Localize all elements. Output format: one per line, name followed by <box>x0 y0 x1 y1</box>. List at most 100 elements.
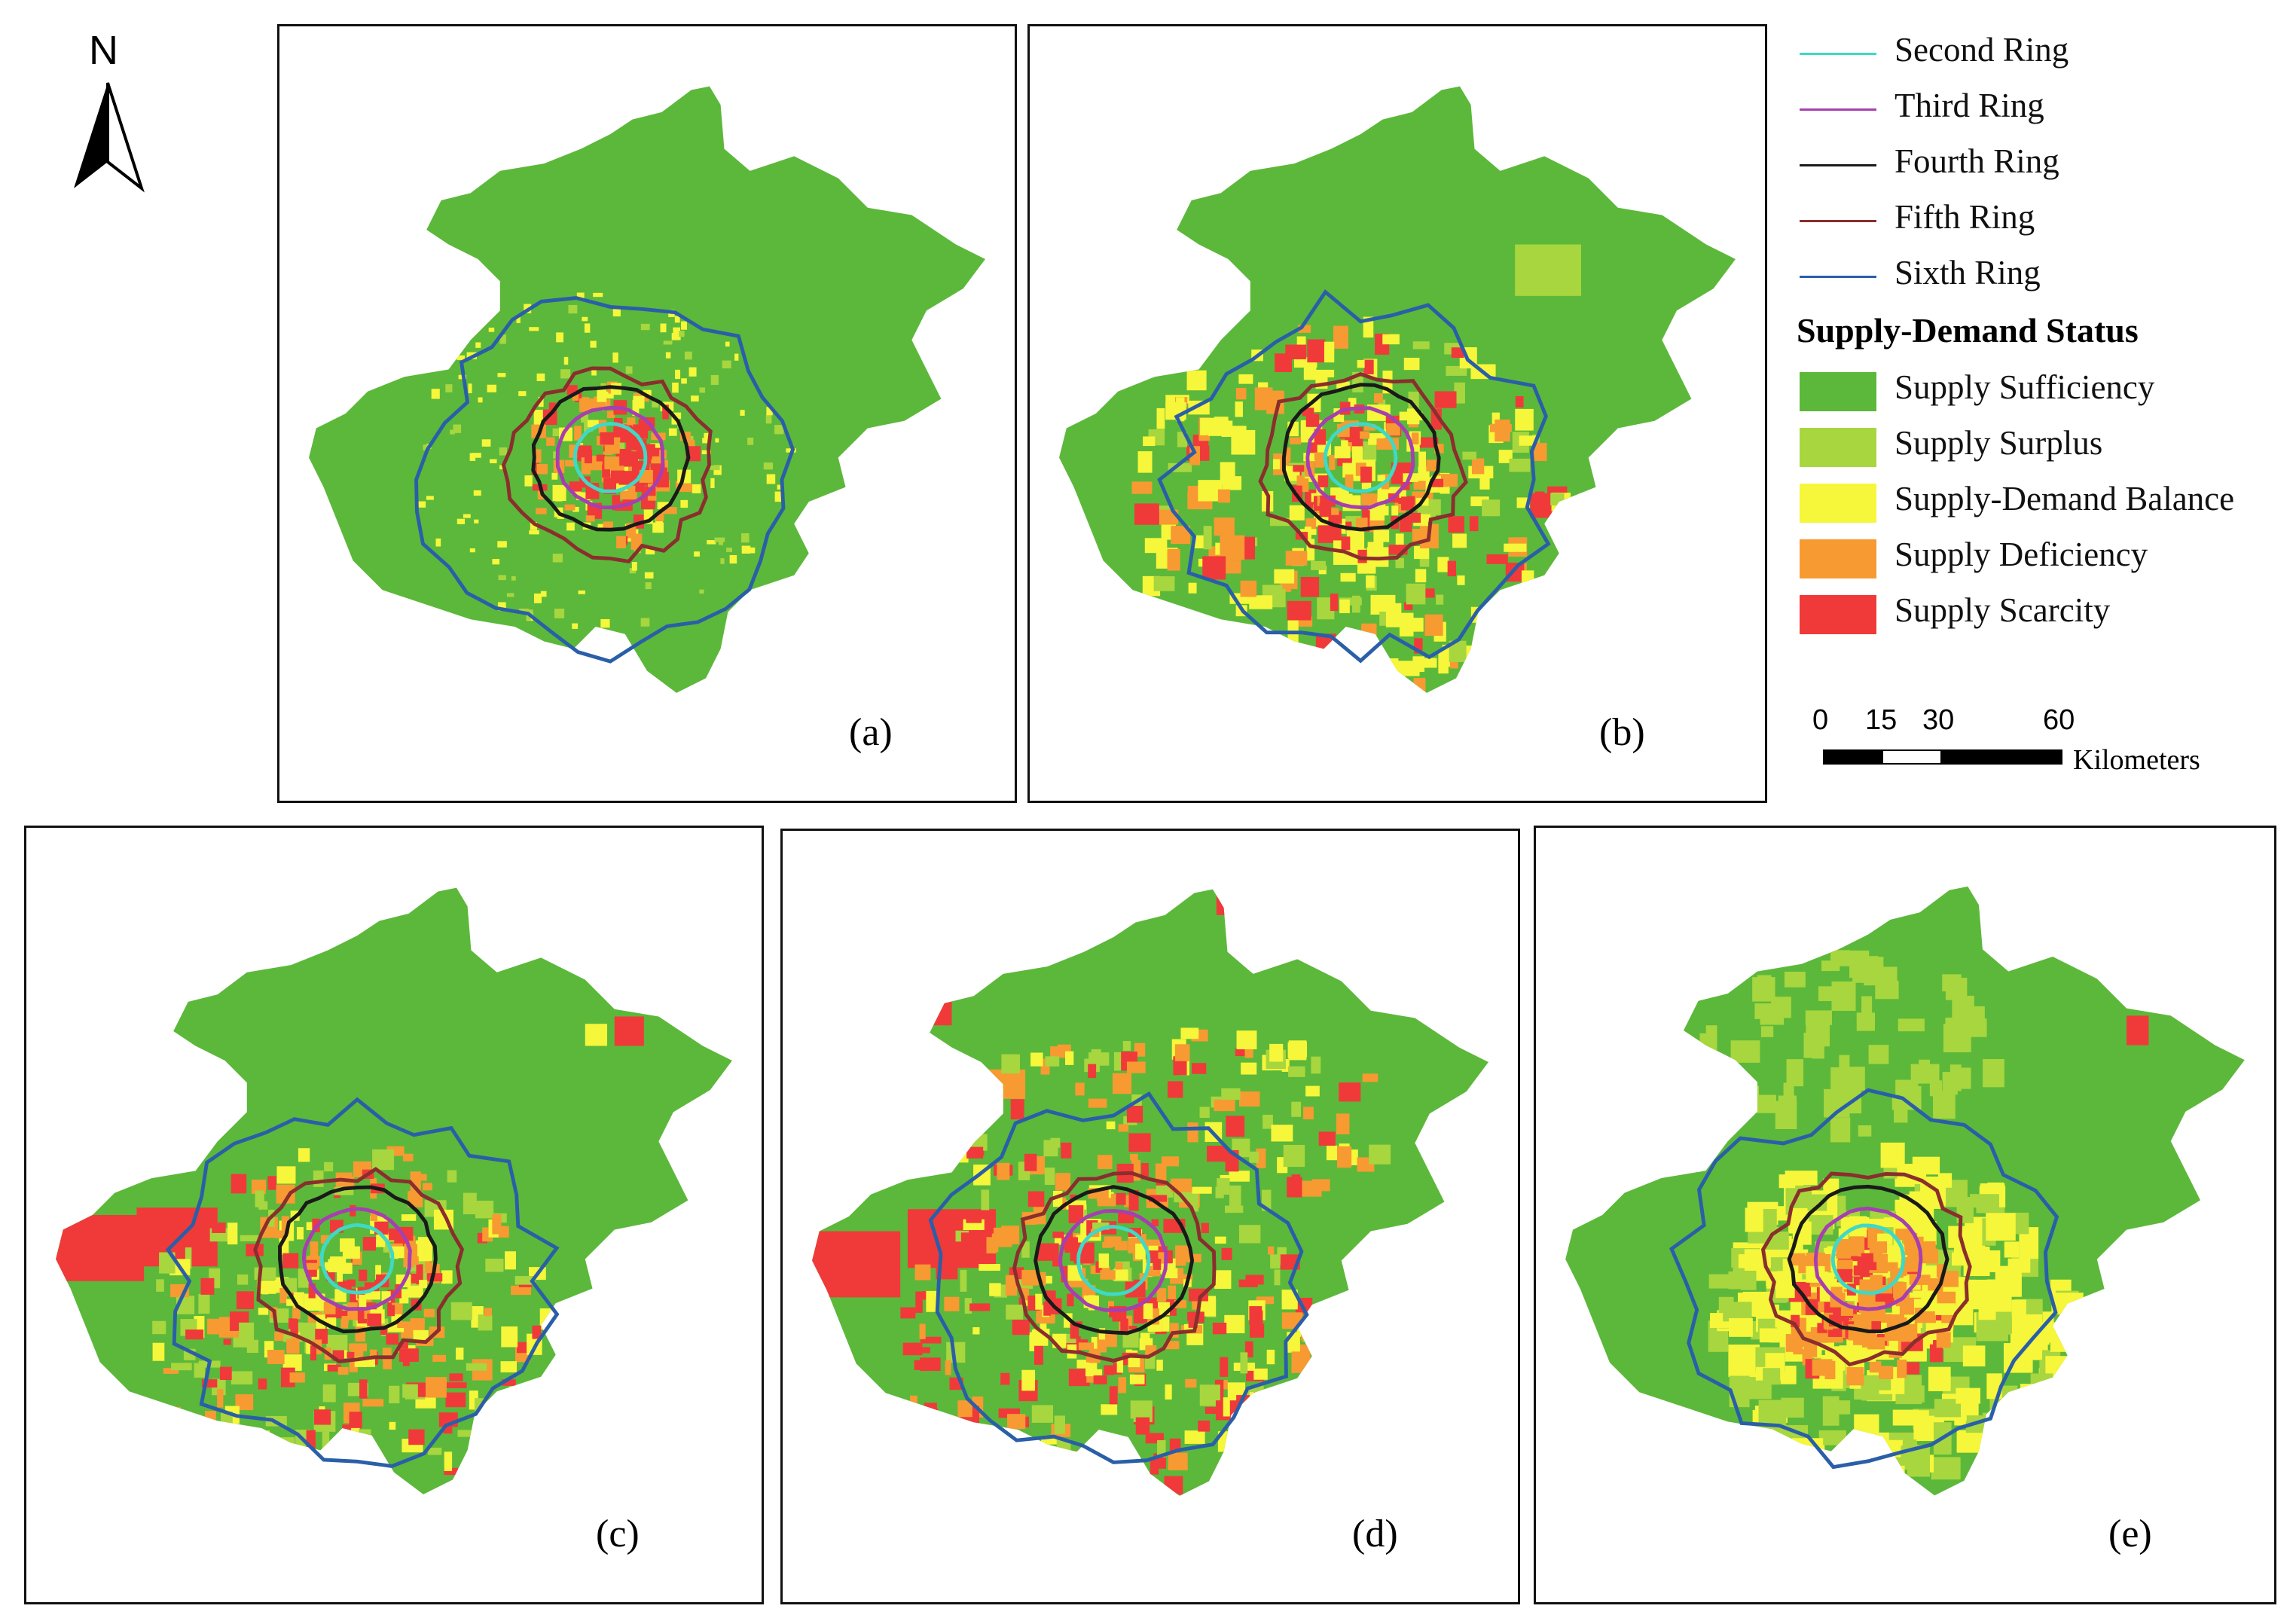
status-patch <box>1217 489 1231 503</box>
status-patch <box>1849 1236 1865 1256</box>
status-patch <box>2030 1373 2053 1399</box>
status-patch <box>1010 1099 1024 1120</box>
status-patch <box>398 1342 408 1349</box>
status-patch <box>1170 1323 1179 1339</box>
status-patch <box>1123 1473 1140 1485</box>
status-patch <box>1140 1332 1150 1339</box>
status-patch <box>348 1470 364 1488</box>
status-patch <box>979 1264 1000 1271</box>
status-patch <box>381 1487 399 1494</box>
status-patch <box>487 384 497 392</box>
legend-item-supply-surplus: Supply Surplus <box>1797 423 2294 479</box>
legend-label: Supply Surplus <box>1895 424 2103 462</box>
status-patch <box>1061 1142 1072 1158</box>
status-patch <box>1447 560 1457 577</box>
status-patch <box>1366 575 1375 588</box>
status-patch <box>1301 1326 1317 1341</box>
status-patch <box>401 1214 417 1221</box>
status-patch <box>1122 1041 1131 1051</box>
status-patch <box>1907 1385 1925 1403</box>
status-patch <box>563 356 569 365</box>
status-patch <box>680 499 688 508</box>
status-patch <box>1132 1489 1147 1496</box>
scale-tick-30: 30 <box>1922 704 1955 736</box>
status-patch <box>763 462 774 470</box>
status-patch <box>1963 1006 1985 1033</box>
status-patch <box>1008 1487 1016 1496</box>
status-patch <box>1143 1506 1155 1513</box>
status-patch <box>914 1264 931 1281</box>
sixth-ring-line <box>165 1097 560 1468</box>
status-patch <box>1162 1317 1170 1332</box>
status-patch <box>1287 1042 1304 1059</box>
scale-segment <box>1882 749 1942 765</box>
status-patch <box>1101 301 1112 321</box>
status-patch <box>198 1293 210 1314</box>
status-patch <box>1245 1341 1253 1358</box>
status-patch <box>614 1016 644 1046</box>
status-patch <box>660 323 667 333</box>
status-patch <box>1778 1174 1796 1189</box>
status-patch <box>1011 1471 1026 1482</box>
status-patch <box>1771 997 1791 1018</box>
status-patch <box>1290 662 1311 676</box>
status-patch <box>1303 453 1317 462</box>
status-patch <box>1854 1414 1879 1446</box>
status-patch <box>1050 1137 1061 1148</box>
status-patch <box>1291 1101 1302 1117</box>
status-patch <box>1240 1352 1248 1374</box>
status-patch <box>1085 1362 1098 1377</box>
status-patch <box>1414 638 1423 654</box>
status-patch <box>699 387 706 393</box>
status-patch <box>625 366 633 374</box>
status-patch <box>382 1348 392 1362</box>
status-patch <box>1362 1073 1379 1082</box>
status-patch <box>1043 1302 1052 1316</box>
status-patch <box>1235 388 1247 400</box>
status-patch <box>314 1409 331 1425</box>
status-patch <box>1076 1235 1083 1248</box>
status-patch <box>1045 1056 1060 1067</box>
status-patch <box>1395 557 1404 569</box>
status-patch <box>620 492 637 500</box>
status-patch <box>1091 1049 1101 1057</box>
status-patch <box>1962 1345 1986 1367</box>
status-patch <box>447 1170 457 1183</box>
status-patch <box>473 490 481 496</box>
status-patch <box>1326 1145 1338 1161</box>
status-patch <box>289 1372 305 1383</box>
status-patch <box>1742 1291 1772 1305</box>
status-patch <box>618 448 631 461</box>
status-patch <box>1763 1368 1781 1385</box>
status-patch <box>1190 1191 1199 1212</box>
status-patch <box>2004 1241 2020 1258</box>
status-patch <box>1333 325 1348 349</box>
status-patch <box>424 1262 435 1274</box>
status-patch <box>501 1326 518 1348</box>
status-patch <box>1253 1310 1263 1330</box>
status-patch <box>610 470 625 484</box>
status-patch <box>965 1135 972 1144</box>
status-patch <box>326 1270 335 1282</box>
status-patch <box>617 441 625 450</box>
status-patch <box>386 1333 399 1345</box>
status-patch <box>1118 1124 1129 1132</box>
status-patch <box>217 1389 224 1408</box>
status-patch <box>286 1299 300 1306</box>
status-patch <box>450 429 455 435</box>
status-patch <box>468 383 472 394</box>
beijing-boundary <box>56 887 732 1494</box>
status-patch <box>1374 393 1383 403</box>
status-patch <box>1238 1446 1249 1462</box>
status-patch <box>1382 334 1400 345</box>
status-patch <box>972 1326 980 1335</box>
status-patch <box>1849 950 1870 978</box>
status-patch <box>629 568 637 574</box>
status-patch <box>1319 503 1332 517</box>
status-patch <box>1852 1462 1870 1481</box>
status-patch <box>359 1269 368 1281</box>
status-patch <box>1945 978 1968 1000</box>
status-patch <box>1303 1107 1314 1120</box>
status-patch <box>322 1430 330 1453</box>
status-patch <box>576 492 591 500</box>
